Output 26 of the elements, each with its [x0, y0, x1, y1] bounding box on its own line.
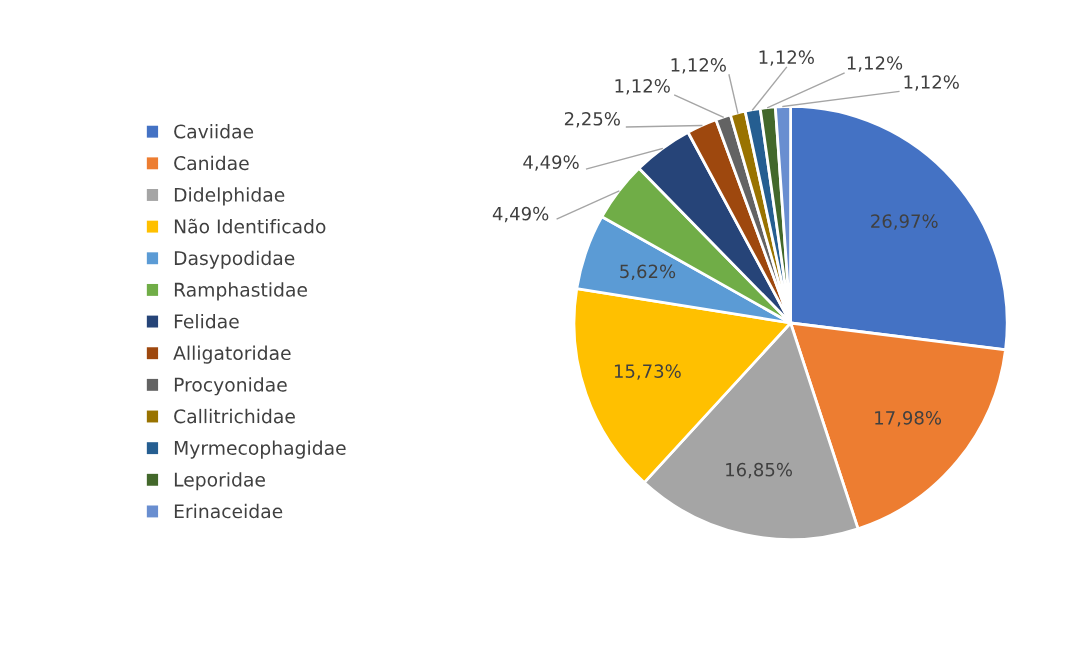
- data-label: 1,12%: [671, 58, 726, 74]
- data-label: 16,85%: [726, 462, 793, 479]
- legend-label: Didelphidae: [174, 187, 285, 206]
- legend-label: Leporidae: [174, 472, 265, 491]
- data-label: 1,12%: [759, 50, 814, 66]
- legend-label: Caviidae: [174, 124, 254, 139]
- legend-label: Callitrichidae: [174, 408, 295, 424]
- data-label: 1,12%: [615, 79, 670, 95]
- data-label: 1,12%: [847, 56, 903, 72]
- legend-label: Canidae: [174, 155, 249, 171]
- data-label: 2,25%: [564, 111, 620, 128]
- data-label: 5,62%: [620, 264, 676, 281]
- legend-label: Alligatoridae: [173, 345, 291, 364]
- data-label: 26,97%: [871, 214, 938, 230]
- legend-label: Ramphastidae: [174, 282, 307, 301]
- data-label: 1,12%: [904, 75, 959, 91]
- data-label: 4,49%: [492, 206, 549, 223]
- legend-label: Não Identificado: [174, 218, 326, 234]
- legend-label: Procyonidae: [174, 377, 287, 396]
- data-label: 17,98%: [875, 410, 942, 427]
- legend-label: Dasypodidae: [174, 250, 295, 269]
- legend-label: Myrmecophagidae: [174, 440, 346, 459]
- data-label: 4,49%: [523, 155, 579, 171]
- legend-label: Felidae: [174, 313, 239, 329]
- legend-label: Erinaceidae: [174, 503, 283, 519]
- data-label: 15,73%: [614, 364, 681, 380]
